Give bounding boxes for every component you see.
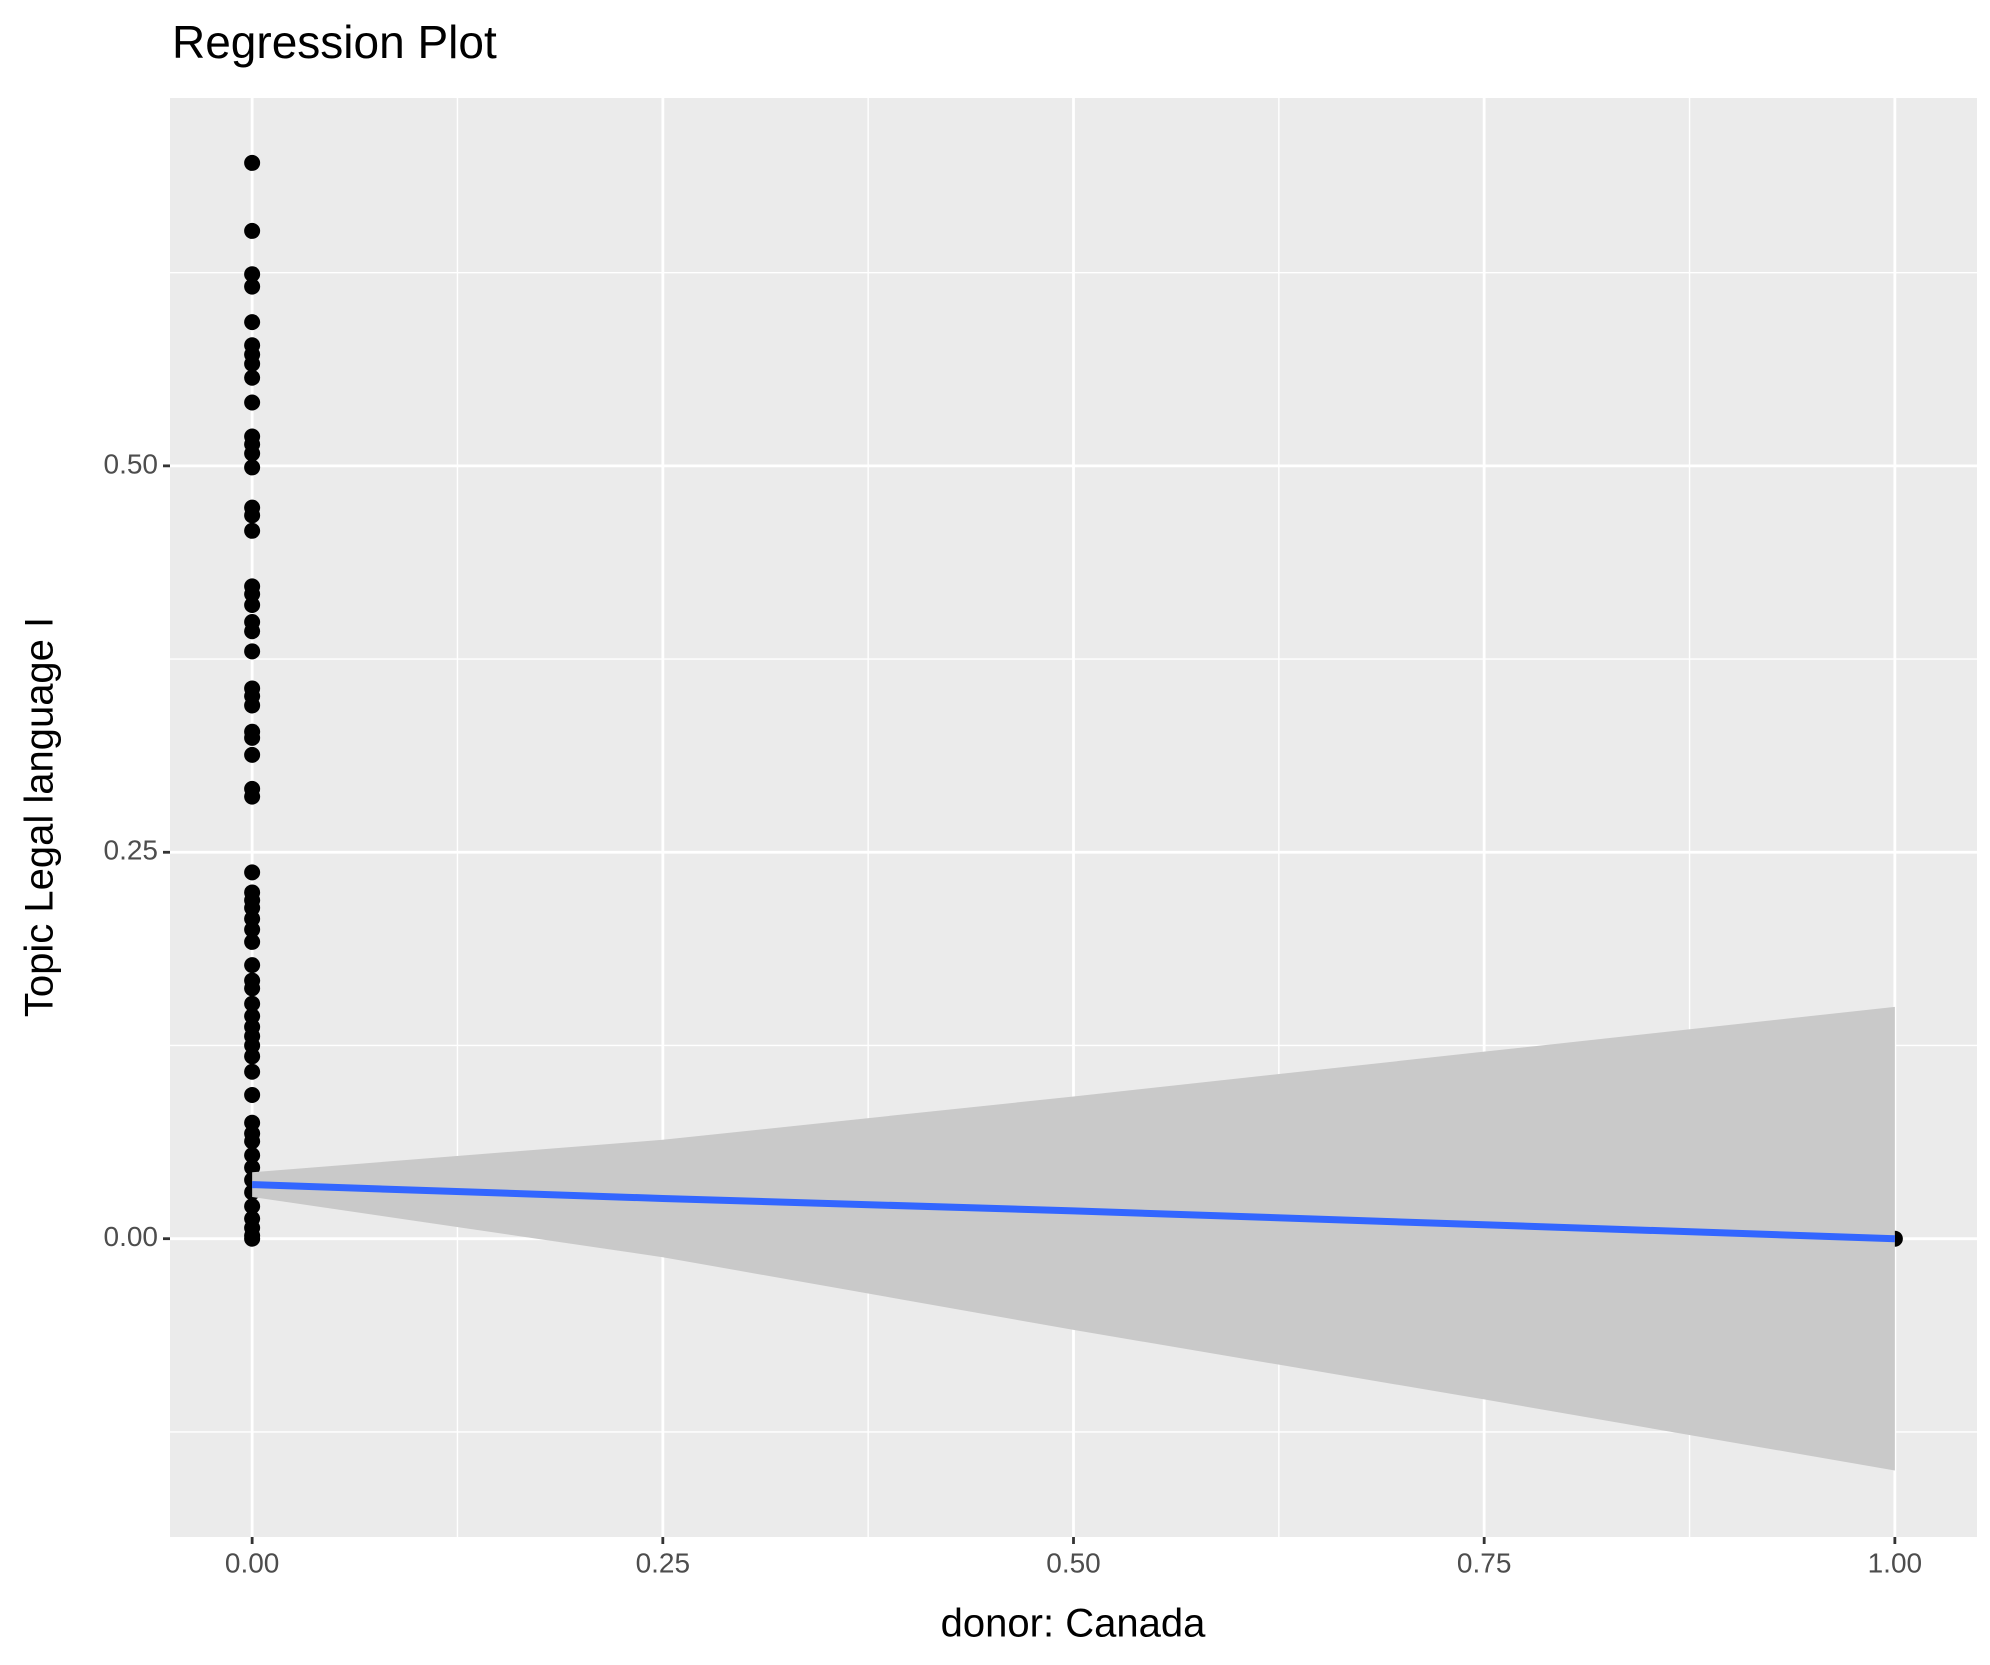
point: [244, 746, 261, 763]
point: [244, 459, 261, 476]
y-tick-label: 0.00: [104, 1221, 159, 1252]
point: [244, 957, 261, 974]
point: [244, 1159, 261, 1176]
point: [244, 643, 261, 660]
x-axis-label: donor: Canada: [941, 1602, 1206, 1646]
point: [244, 522, 261, 539]
x-tick-label: 1.00: [1868, 1547, 1923, 1578]
x-tick-label: 0.25: [636, 1547, 691, 1578]
point: [244, 1086, 261, 1103]
point: [244, 394, 261, 411]
point: [244, 729, 261, 746]
point: [244, 445, 261, 462]
point: [244, 995, 261, 1012]
point: [244, 933, 261, 950]
point: [244, 623, 261, 640]
point: [244, 1147, 261, 1164]
confidence-band: [252, 1006, 1895, 1471]
point: [244, 921, 261, 938]
point: [244, 1048, 261, 1065]
point: [244, 266, 261, 283]
regression-line: [252, 1181, 1895, 1243]
point: [244, 1133, 261, 1150]
x-tick-label: 0.75: [1457, 1547, 1512, 1578]
chart-title: Regression Plot: [172, 16, 497, 68]
point: [244, 222, 261, 239]
point: [244, 596, 261, 613]
point: [244, 507, 261, 524]
x-tick-label: 0.00: [225, 1547, 280, 1578]
x-tick-label: 0.50: [1046, 1547, 1101, 1578]
point: [244, 788, 261, 805]
point: [244, 697, 261, 714]
point: [244, 154, 261, 171]
point: [244, 1063, 261, 1080]
point: [244, 980, 261, 997]
point: [244, 864, 261, 881]
point: [244, 355, 261, 372]
y-tick-label: 0.25: [104, 835, 159, 866]
point: [244, 1198, 261, 1215]
point: [244, 1230, 261, 1247]
point: [244, 369, 261, 386]
y-tick-label: 0.50: [104, 448, 159, 479]
point: [244, 278, 261, 295]
y-axis-label: Topic Legal language I: [18, 617, 62, 1017]
point: [244, 314, 261, 331]
